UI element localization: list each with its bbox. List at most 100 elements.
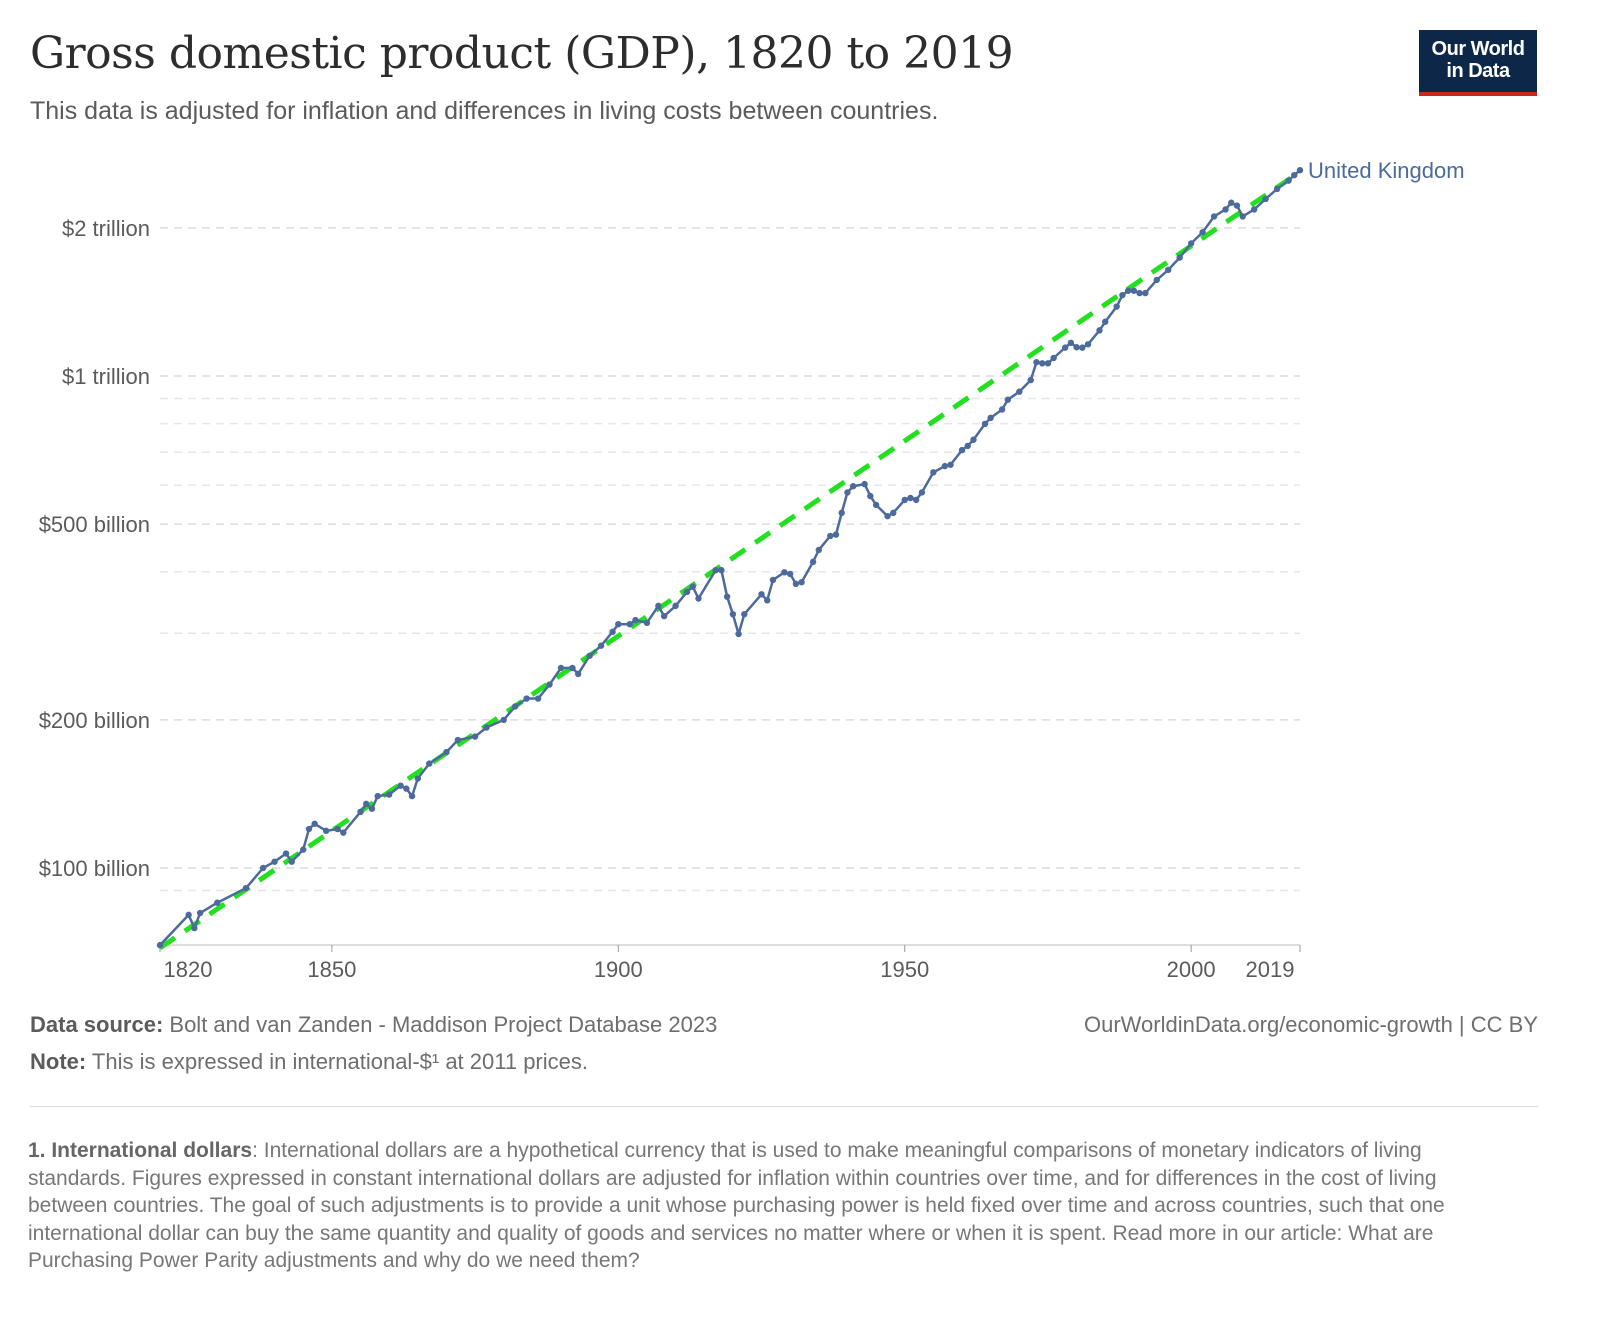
data-point xyxy=(758,591,765,598)
data-point xyxy=(815,546,822,554)
data-point xyxy=(1027,376,1034,384)
data-point xyxy=(723,593,731,600)
data-point xyxy=(156,941,164,949)
data-point xyxy=(1102,318,1109,325)
data-point xyxy=(1079,344,1086,351)
data-point xyxy=(557,664,565,672)
x-tick-label: 1850 xyxy=(307,957,356,982)
data-point xyxy=(1113,303,1120,310)
data-point xyxy=(769,576,777,584)
data-point xyxy=(1033,358,1040,366)
data-point xyxy=(1044,360,1052,367)
data-point xyxy=(363,800,370,808)
data-point xyxy=(1291,171,1298,179)
data-point xyxy=(191,924,198,932)
x-tick-label: 2000 xyxy=(1167,957,1216,982)
data-point xyxy=(1273,185,1281,193)
data-point xyxy=(729,610,737,618)
data-point xyxy=(912,496,920,504)
x-tick-label: 2019 xyxy=(1246,957,1295,982)
data-point xyxy=(288,858,295,865)
data-point xyxy=(374,792,381,800)
data-point xyxy=(660,612,668,620)
y-tick-label: $1 trillion xyxy=(62,364,150,389)
data-point xyxy=(300,846,307,853)
owid-logo[interactable]: Our World in Data xyxy=(1419,30,1537,96)
data-point xyxy=(918,489,926,496)
data-point xyxy=(271,858,278,865)
data-point xyxy=(1067,339,1075,347)
data-point xyxy=(454,736,462,744)
data-point xyxy=(322,827,330,835)
data-point xyxy=(958,446,966,454)
footnote: 1. International dollars: International … xyxy=(28,1139,1445,1272)
data-point xyxy=(987,414,994,422)
data-point xyxy=(1061,344,1069,351)
data-point xyxy=(1262,195,1269,203)
data-point xyxy=(861,480,868,488)
data-point xyxy=(867,492,874,500)
data-point xyxy=(941,462,949,470)
data-point xyxy=(569,664,576,672)
data-point xyxy=(242,884,250,892)
source-link[interactable]: Bolt and van Zanden - Maddison Project D… xyxy=(163,1012,718,1037)
data-point xyxy=(397,782,404,789)
data-point xyxy=(1165,266,1172,274)
data-point xyxy=(403,785,410,792)
data-point xyxy=(964,442,971,450)
data-point xyxy=(930,469,937,476)
data-point xyxy=(901,496,908,504)
data-point xyxy=(1250,206,1258,213)
data-point xyxy=(426,760,433,767)
logo-line-1: Our World xyxy=(1431,38,1525,60)
data-point xyxy=(340,829,347,836)
line-chart: $100 billion $200 billion $500 billion $1 t… xyxy=(39,158,1465,982)
data-point xyxy=(786,570,794,578)
data-point xyxy=(741,610,748,618)
data-point xyxy=(998,406,1006,413)
data-point xyxy=(471,733,479,740)
data-point xyxy=(1285,177,1292,184)
data-point xyxy=(443,748,450,756)
data-point xyxy=(792,580,800,588)
data-point xyxy=(574,670,582,678)
data-point xyxy=(357,808,364,816)
data-point xyxy=(1228,199,1235,206)
data-point xyxy=(947,461,954,468)
data-point xyxy=(718,566,725,574)
data-point xyxy=(1153,276,1160,284)
data-point xyxy=(511,703,519,710)
data-point xyxy=(534,695,542,702)
data-point xyxy=(1130,287,1138,294)
x-tick-label: 1950 xyxy=(880,957,929,982)
data-point xyxy=(844,489,851,496)
data-point xyxy=(735,630,742,638)
data-point xyxy=(907,494,914,502)
logo-line-2: in Data xyxy=(1446,60,1510,82)
chart-title: Gross domestic product (GDP), 1820 to 20… xyxy=(30,28,1014,79)
credit-link[interactable]: OurWorldinData.org/economic-growth | CC … xyxy=(1083,1012,1538,1037)
trend-line xyxy=(158,169,1302,950)
data-point xyxy=(1124,287,1132,294)
data-point xyxy=(1050,354,1057,362)
data-point xyxy=(414,775,421,782)
data-point xyxy=(1039,360,1046,367)
data-point xyxy=(1004,396,1012,403)
data-point xyxy=(1096,327,1103,334)
data-point xyxy=(1136,289,1143,297)
data-point xyxy=(695,595,702,602)
data-point xyxy=(1239,213,1246,220)
data-point xyxy=(1296,166,1304,174)
data-point xyxy=(385,791,393,798)
data-point xyxy=(672,602,679,610)
data-point xyxy=(1142,289,1149,297)
data-point xyxy=(1187,240,1195,247)
data-point xyxy=(970,436,977,443)
data-point xyxy=(832,531,840,538)
data-point xyxy=(311,820,318,827)
data-point xyxy=(609,628,616,636)
data-point xyxy=(781,569,788,576)
data-point xyxy=(1210,213,1218,220)
divider xyxy=(30,1106,1538,1107)
